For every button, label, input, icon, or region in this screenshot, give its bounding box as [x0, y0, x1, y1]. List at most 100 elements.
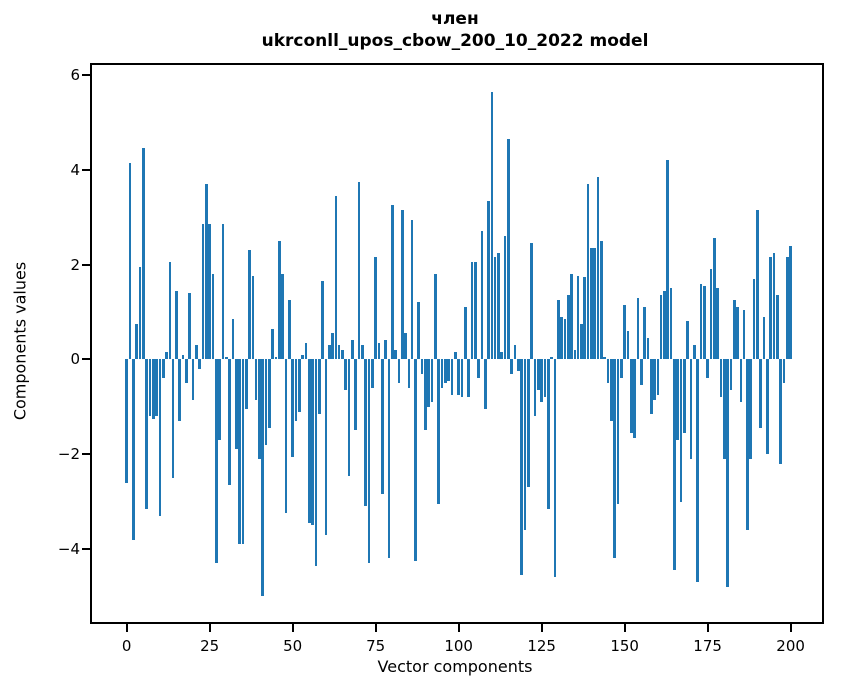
bar-59	[321, 281, 324, 360]
bar-70	[357, 181, 361, 360]
bar-1	[128, 162, 132, 360]
bar-78	[384, 340, 387, 360]
bar-97	[447, 359, 450, 381]
bar-192	[762, 316, 766, 360]
bar-109	[487, 200, 490, 360]
bar-144	[603, 357, 607, 360]
bar-151	[626, 330, 630, 360]
bar-162	[663, 290, 666, 360]
bar-86	[410, 219, 414, 360]
y-axis-label: Components values	[10, 261, 30, 421]
bar-103	[467, 359, 470, 398]
bar-156	[643, 307, 646, 360]
x-tick-label-0: 0	[121, 637, 132, 655]
bar-62	[331, 333, 334, 360]
y-tick-mark--2	[82, 453, 90, 456]
bar-187	[746, 359, 749, 531]
bar-171	[693, 345, 696, 360]
bar-73	[367, 359, 371, 564]
y-tick-mark-4	[82, 168, 90, 171]
bar-63	[334, 195, 338, 360]
bar-135	[573, 349, 577, 360]
bar-37	[248, 250, 251, 360]
bar-108	[483, 359, 487, 410]
bar-0	[125, 359, 128, 483]
bar-177	[712, 238, 716, 360]
bar-28	[218, 359, 221, 440]
bar-75	[374, 257, 377, 360]
x-tick-mark-25	[208, 624, 211, 632]
bar-125	[540, 359, 543, 403]
y-tick-mark--4	[82, 547, 90, 550]
bar-163	[666, 160, 670, 360]
bar-81	[394, 349, 397, 360]
bar-48	[284, 359, 288, 514]
bar-27	[214, 359, 218, 564]
bar-119	[520, 359, 524, 576]
bar-56	[311, 359, 314, 526]
bar-57	[314, 359, 318, 566]
x-tick-mark-75	[374, 624, 377, 632]
bar-175	[706, 359, 709, 379]
bar-198	[782, 359, 786, 384]
bar-65	[341, 349, 344, 360]
bar-95	[440, 359, 444, 388]
bar-69	[354, 359, 358, 431]
bar-153	[633, 359, 636, 438]
bar-134	[570, 274, 573, 360]
x-tick-mark-0	[125, 624, 128, 632]
bar-161	[659, 295, 663, 360]
bar-54	[304, 342, 308, 360]
bar-110	[490, 91, 494, 360]
bar-23	[201, 224, 205, 360]
bar-176	[709, 269, 713, 360]
y-tick-label--4: −4	[57, 539, 80, 558]
x-tick-label-175: 175	[693, 637, 722, 655]
bar-107	[480, 231, 484, 360]
bar-88	[417, 302, 421, 360]
bar-45	[274, 357, 278, 360]
bar-197	[779, 359, 782, 464]
bar-106	[477, 359, 480, 379]
bar-124	[537, 359, 540, 391]
bar-93	[434, 274, 437, 360]
chart-title-block: член ukrconll_upos_cbow_200_10_2022 mode…	[90, 8, 820, 52]
bar-96	[444, 359, 447, 384]
bar-111	[493, 257, 497, 360]
bar-67	[347, 359, 351, 476]
bar-118	[517, 359, 520, 372]
bar-9	[155, 359, 158, 417]
y-tick-label-2: 2	[70, 255, 80, 274]
bar-157	[646, 338, 650, 360]
y-tick-mark-2	[82, 263, 90, 266]
bar-195	[772, 252, 776, 360]
bar-189	[752, 278, 756, 360]
bar-100	[457, 359, 460, 395]
bar-87	[414, 359, 417, 561]
bar-61	[327, 345, 331, 360]
bar-101	[460, 359, 464, 398]
bar-170	[689, 359, 693, 459]
bar-139	[586, 183, 590, 360]
bar-79	[387, 359, 391, 559]
bar-16	[178, 359, 182, 421]
bar-145	[606, 359, 610, 384]
bar-116	[510, 359, 514, 374]
bar-129	[553, 359, 557, 578]
bar-193	[766, 359, 769, 455]
bar-149	[619, 359, 623, 379]
bar-22	[198, 359, 202, 369]
bar-2	[132, 359, 135, 540]
bar-39	[254, 359, 258, 400]
bar-33	[234, 359, 238, 450]
bar-184	[736, 307, 739, 360]
bar-191	[759, 359, 763, 429]
bar-123	[533, 359, 537, 417]
x-tick-mark-175	[706, 624, 709, 632]
bar-166	[676, 359, 680, 440]
x-tick-mark-200	[789, 624, 792, 632]
chart-title: член	[431, 9, 479, 29]
bar-19	[188, 293, 192, 360]
bar-142	[596, 176, 600, 360]
bar-196	[776, 295, 779, 360]
